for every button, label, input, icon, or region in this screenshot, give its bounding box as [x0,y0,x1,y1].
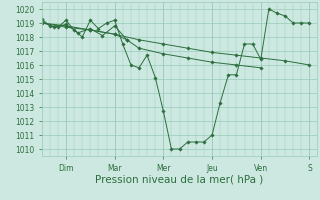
X-axis label: Pression niveau de la mer( hPa ): Pression niveau de la mer( hPa ) [95,174,263,184]
